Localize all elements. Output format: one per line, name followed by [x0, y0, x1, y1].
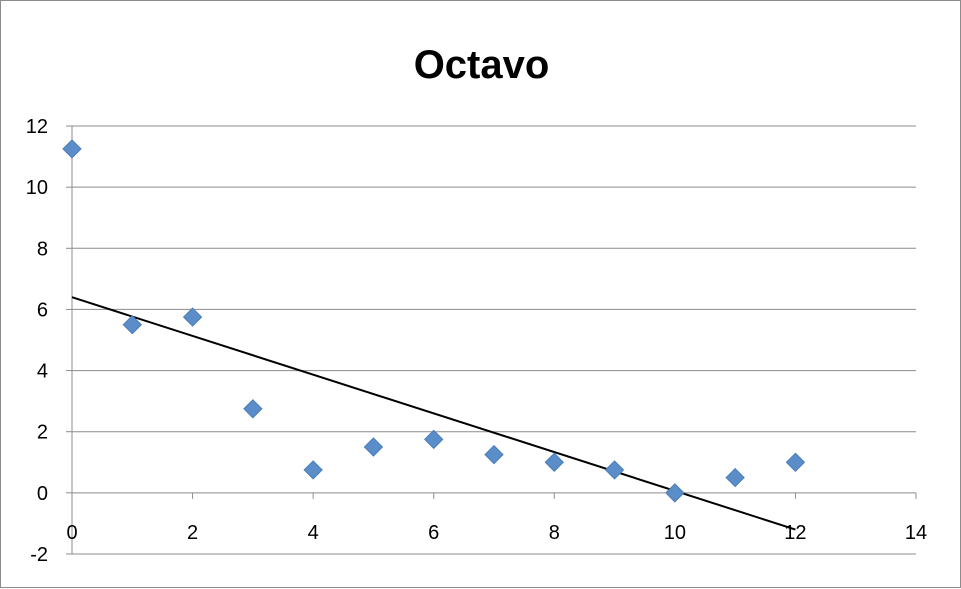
x-tick-label: 2 [187, 522, 198, 544]
chart-title: Octavo [413, 43, 550, 87]
data-point [303, 460, 323, 480]
x-tick-label: 6 [428, 522, 439, 544]
data-point [243, 399, 263, 419]
x-tick-label: 4 [308, 522, 319, 544]
x-tick-label: 12 [784, 522, 806, 544]
data-point [604, 460, 625, 480]
data-point [363, 437, 384, 457]
data-point [544, 452, 564, 472]
y-tick-label: 10 [26, 177, 48, 199]
data-point [182, 307, 203, 327]
data-point [725, 467, 745, 488]
y-tick-label: -2 [30, 544, 48, 566]
y-tick-label: 8 [37, 238, 48, 260]
data-point [785, 452, 806, 472]
x-tick-label: 10 [664, 522, 686, 544]
x-tick-label: 8 [549, 522, 560, 544]
y-tick-label: 2 [37, 422, 48, 444]
data-point [62, 139, 82, 159]
data-point [424, 429, 444, 450]
data-point [122, 315, 142, 335]
data-point [665, 483, 685, 503]
x-tick-label: 14 [905, 522, 927, 544]
y-tick-label: 6 [37, 299, 48, 321]
data-point [484, 444, 504, 465]
y-tick-label: 12 [26, 116, 48, 138]
x-tick-label: 0 [66, 522, 77, 544]
y-tick-label: 4 [37, 361, 48, 383]
y-tick-label: 0 [37, 483, 48, 505]
